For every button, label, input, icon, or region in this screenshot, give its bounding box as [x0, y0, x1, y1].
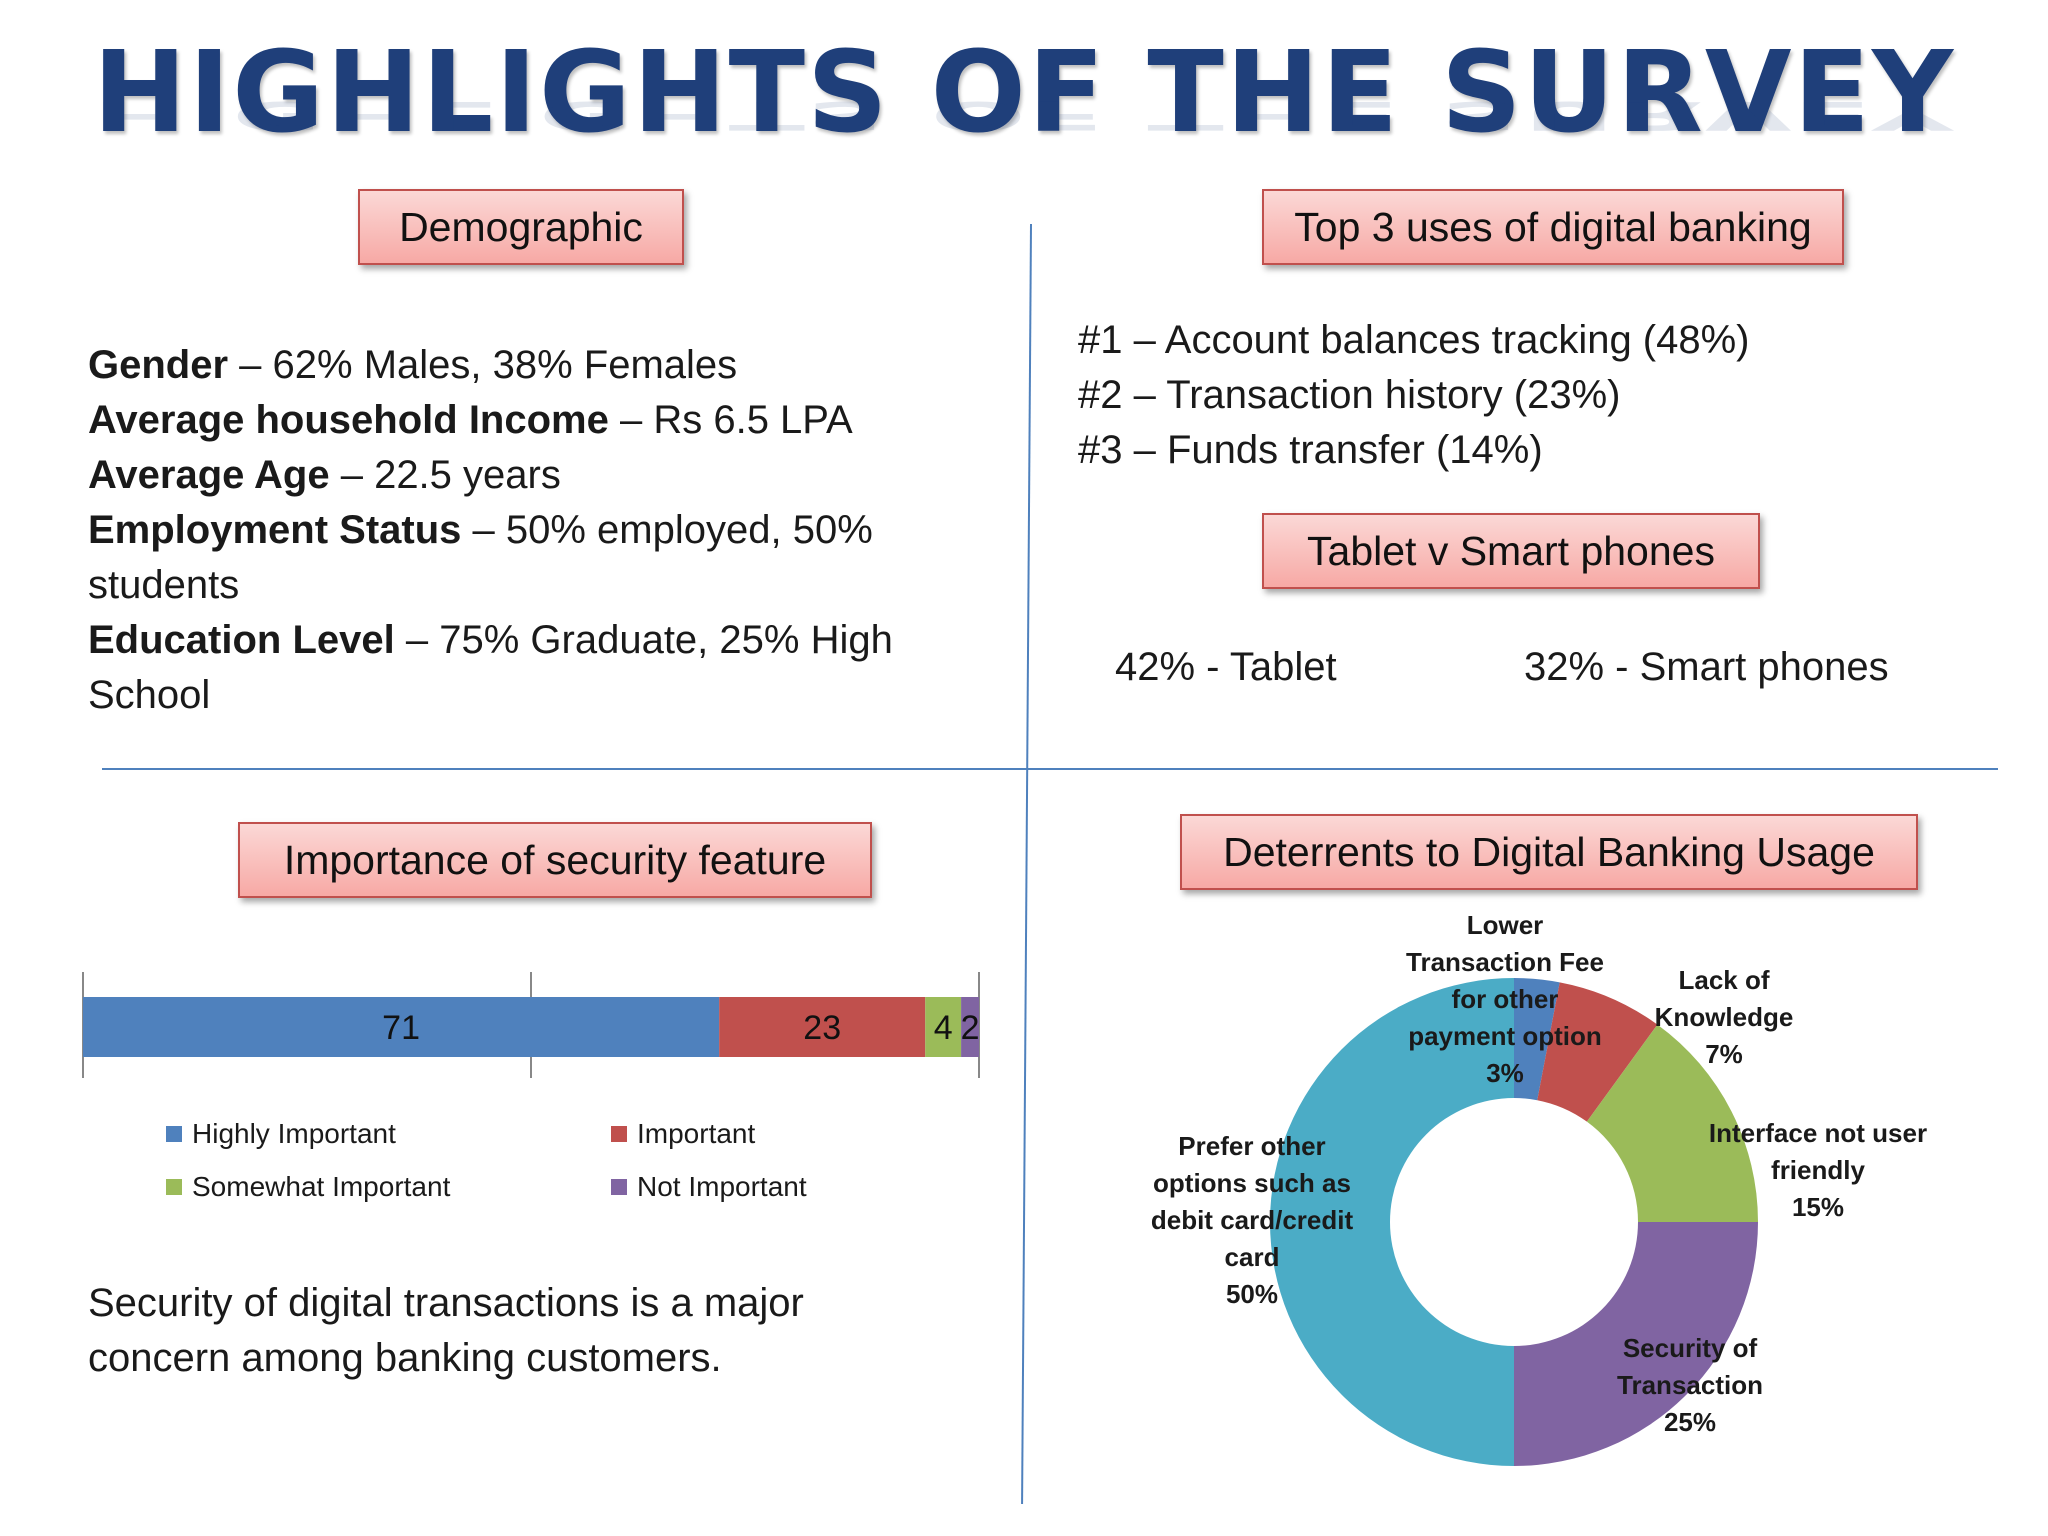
security-heading: Importance of security feature — [238, 822, 872, 898]
slice-label: Prefer other options such as debit card/cr… — [1151, 1131, 1354, 1309]
legend-item-somewhat-important: Somewhat Important — [166, 1171, 450, 1203]
demographic-row-income: Average household Income – Rs 6.5 LPA — [88, 393, 948, 448]
top-use-item: #2 – Transaction history (23%) — [1078, 373, 1621, 417]
slice-label: Security of Transaction 25% — [1617, 1333, 1763, 1437]
bar-value-label: 2 — [961, 1009, 980, 1047]
bar-value-label: 71 — [382, 1009, 420, 1047]
donut-slice — [1514, 978, 1560, 1101]
devices-heading-label: Tablet v Smart phones — [1307, 527, 1715, 574]
demographic-list: Gender – 62% Males, 38% Females Average … — [88, 338, 948, 723]
legend-swatch — [611, 1179, 627, 1195]
legend-item-important: Important — [611, 1118, 755, 1150]
deterrents-donut-chart: Lower Transaction Fee for other payment opt… — [1151, 910, 1927, 1466]
security-bar-chart: 71 23 4 2 — [82, 972, 980, 1078]
top-uses-heading-label: Top 3 uses of digital banking — [1294, 203, 1812, 250]
smartphone-stat: 32% - Smart phones — [1524, 645, 1889, 689]
legend-swatch — [166, 1126, 182, 1142]
deterrents-heading-label: Deterrents to Digital Banking Usage — [1223, 828, 1875, 875]
legend-label: Somewhat Important — [192, 1171, 451, 1202]
top-uses-list: #1 – Account balances tracking (48%) #2 … — [1078, 313, 1750, 478]
demographic-row-employment: Employment Status – 50% employed, 50% st… — [88, 503, 948, 613]
security-summary: Security of digital transactions is a ma… — [88, 1281, 804, 1380]
donut-slice — [1586, 1024, 1758, 1222]
legend-item-highly-important: Highly Important — [166, 1118, 396, 1150]
row-value: – 50% employed, 50% students — [88, 508, 873, 607]
bar-segment — [961, 997, 979, 1057]
legend-label: Highly Important — [192, 1118, 396, 1149]
row-value: – Rs 6.5 LPA — [608, 398, 853, 442]
deterrents-heading: Deterrents to Digital Banking Usage — [1180, 814, 1918, 890]
slice-label: Interface not user friendly 15% — [1709, 1118, 1927, 1222]
top-uses-heading: Top 3 uses of digital banking — [1262, 189, 1844, 265]
donut-slice — [1270, 978, 1514, 1466]
row-label: Education Level — [88, 618, 395, 662]
row-value: – 75% Graduate, 25% High School — [88, 618, 893, 717]
row-label: Employment Status — [88, 508, 462, 552]
bar-segment — [719, 997, 926, 1057]
slice-label: Lower Transaction Fee for other payment opt… — [1406, 910, 1604, 1088]
legend-label: Important — [637, 1118, 756, 1149]
bar-value-label: 4 — [934, 1009, 953, 1047]
demographic-row-education: Education Level – 75% Graduate, 25% High… — [88, 613, 948, 723]
row-label: Gender — [88, 343, 229, 387]
legend-label: Not Important — [637, 1171, 807, 1202]
security-heading-label: Importance of security feature — [283, 836, 827, 883]
tablet-stat: 42% - Tablet — [1115, 645, 1337, 689]
bar-segment — [925, 997, 962, 1057]
legend-item-not-important: Not Important — [611, 1171, 807, 1203]
horizontal-divider — [102, 768, 1998, 770]
row-label: Average Age — [88, 453, 330, 497]
donut-slice — [1514, 1222, 1758, 1466]
legend-swatch — [611, 1126, 627, 1142]
demographic-heading-label: Demographic — [399, 203, 643, 250]
demographic-heading: Demographic — [358, 189, 684, 265]
demographic-row-gender: Gender – 62% Males, 38% Females — [88, 338, 948, 393]
bar-value-label: 23 — [803, 1009, 841, 1047]
vertical-divider — [1021, 223, 1032, 1504]
bar-segment — [83, 997, 720, 1057]
devices-heading: Tablet v Smart phones — [1262, 513, 1760, 589]
donut-slice — [1537, 982, 1658, 1122]
page-title: HIGHLIGHTS OF THE SURVEY — [92, 28, 1956, 158]
slice-label: Lack of Knowledge 7% — [1655, 965, 1794, 1069]
row-value: – 62% Males, 38% Females — [228, 343, 738, 387]
demographic-row-age: Average Age – 22.5 years — [88, 448, 948, 503]
row-value: – 22.5 years — [329, 453, 561, 497]
row-label: Average household Income — [88, 398, 609, 442]
top-use-item: #1 – Account balances tracking (48%) — [1078, 318, 1750, 362]
top-use-item: #3 – Funds transfer (14%) — [1078, 428, 1543, 472]
legend-swatch — [166, 1179, 182, 1195]
